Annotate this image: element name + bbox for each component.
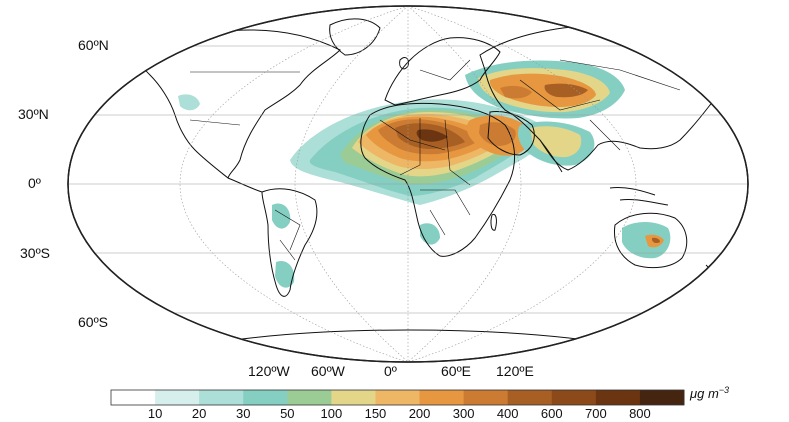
colorbar-tick-label: 200 — [409, 406, 431, 421]
coast-arabia — [487, 111, 535, 156]
coast-antarctica — [199, 329, 621, 346]
colorbar-tick-label: 600 — [541, 406, 563, 421]
colorbar-segment — [331, 390, 376, 405]
coast-indonesia — [609, 187, 669, 206]
border-sahara-a — [379, 119, 446, 151]
dust-region-central-asia-inner — [489, 73, 596, 107]
lon-label-60e: 60ºE — [441, 363, 471, 379]
dust-region-north-america — [178, 94, 200, 111]
colorbar-tick-label: 50 — [280, 406, 294, 421]
gridline-lon-120w — [179, 6, 409, 362]
border-africa-b — [429, 209, 446, 236]
coastlines — [139, 18, 726, 346]
colorbar-tick-label: 400 — [497, 406, 519, 421]
colorbar-segment — [155, 390, 200, 405]
colorbar-tick-label: 30 — [236, 406, 250, 421]
border-europe-a — [419, 59, 471, 81]
unit-exponent: −3 — [719, 385, 729, 395]
dust-region-patagonia — [275, 260, 295, 288]
gridline-lon-60e — [407, 6, 522, 362]
colorbar-segment — [463, 390, 509, 405]
lon-label-120w: 120ºW — [248, 363, 290, 379]
colorbar-segment — [551, 390, 597, 405]
border-south-america-b — [279, 239, 296, 261]
gridline-lon-60w — [294, 6, 409, 362]
coast-africa — [360, 102, 516, 257]
colorbar-segment — [639, 390, 685, 405]
border-sahara-c — [444, 119, 471, 186]
colorbar-tick-label: 20 — [192, 406, 206, 421]
dust-region-australia-core — [652, 237, 660, 244]
coast-madagascar — [490, 213, 497, 231]
lat-label-0: 0º — [28, 175, 41, 191]
lon-label-60w: 60ºW — [311, 363, 346, 379]
colorbar-tick-label: 150 — [365, 406, 387, 421]
lat-label-60n: 60ºN — [78, 37, 109, 53]
border-sahara-b — [399, 118, 421, 176]
coast-europe — [384, 37, 501, 106]
coast-north-america — [139, 29, 341, 179]
colorbar-segment — [199, 390, 244, 405]
lat-label-60s: 60ºS — [78, 314, 108, 330]
lon-label-0: 0º — [384, 363, 397, 379]
colorbar-tick-label: 700 — [585, 406, 607, 421]
gridline-lon-120e — [407, 6, 637, 362]
globe-border — [67, 5, 749, 363]
dust-region-sahara-peak — [416, 129, 448, 142]
coast-central-america — [227, 177, 263, 193]
border-south-america-a — [274, 209, 301, 251]
dust-region-taklimakan — [544, 83, 588, 98]
colorbar-unit-label: μg m−3 — [689, 385, 729, 401]
colorbar-tick-label: 300 — [453, 406, 475, 421]
dust-region-south-america — [272, 203, 291, 229]
lon-label-120e: 120ºE — [496, 363, 534, 379]
colorbar-tick-label: 800 — [629, 406, 651, 421]
border-asia-b — [559, 59, 681, 91]
dust-region-india-inner — [530, 126, 582, 158]
colorbar-segment — [287, 390, 332, 405]
colorbar-tick-label: 100 — [321, 406, 343, 421]
lat-label-30s: 30ºS — [20, 245, 50, 261]
border-asia-a — [519, 79, 601, 111]
colorbar-segment — [111, 390, 156, 405]
map-content — [68, 6, 748, 362]
border-us-mexico — [189, 119, 241, 126]
dust-shading — [178, 60, 671, 288]
colorbar-segment — [375, 390, 421, 405]
colorbar-segment — [419, 390, 465, 405]
border-asia-c — [589, 119, 621, 151]
colorbar-segment — [507, 390, 553, 405]
dust-region-australia-outer — [622, 222, 671, 259]
colorbar-tick-label: 10 — [148, 406, 162, 421]
coast-australia — [613, 212, 688, 269]
unit-prefix: μg m — [689, 386, 719, 401]
coast-india — [539, 139, 563, 173]
colorbar-segment — [595, 390, 641, 405]
colorbar-border — [110, 389, 685, 406]
colorbar-segment — [243, 390, 288, 405]
dust-region-iran — [500, 85, 532, 99]
colorbar: 10 20 30 50 100 150 200 300 400 600 700 800 — [110, 389, 685, 421]
border-africa-a — [420, 189, 471, 216]
lat-label-30n: 30ºN — [18, 106, 49, 122]
country-borders — [189, 59, 681, 261]
coast-south-america — [261, 188, 318, 297]
coast-greenland — [329, 18, 381, 56]
